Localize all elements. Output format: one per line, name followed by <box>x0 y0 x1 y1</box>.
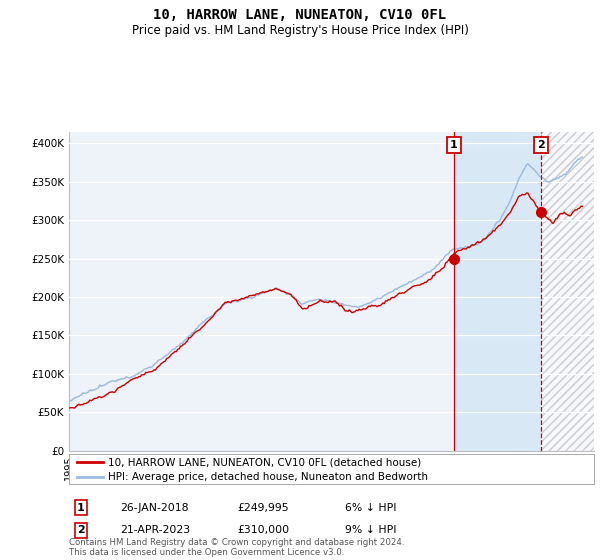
Text: 2: 2 <box>77 525 85 535</box>
Text: 26-JAN-2018: 26-JAN-2018 <box>120 503 188 513</box>
Text: 10, HARROW LANE, NUNEATON, CV10 0FL (detached house): 10, HARROW LANE, NUNEATON, CV10 0FL (det… <box>109 457 422 467</box>
Text: £310,000: £310,000 <box>237 525 289 535</box>
Text: Price paid vs. HM Land Registry's House Price Index (HPI): Price paid vs. HM Land Registry's House … <box>131 24 469 36</box>
Text: 6% ↓ HPI: 6% ↓ HPI <box>345 503 397 513</box>
Text: 10, HARROW LANE, NUNEATON, CV10 0FL: 10, HARROW LANE, NUNEATON, CV10 0FL <box>154 8 446 22</box>
Text: £249,995: £249,995 <box>237 503 289 513</box>
Bar <box>541 132 594 451</box>
Text: 2: 2 <box>537 139 545 150</box>
Bar <box>541 132 594 451</box>
Bar <box>454 132 541 451</box>
Text: Contains HM Land Registry data © Crown copyright and database right 2024.
This d: Contains HM Land Registry data © Crown c… <box>69 538 404 557</box>
Text: HPI: Average price, detached house, Nuneaton and Bedworth: HPI: Average price, detached house, Nune… <box>109 472 428 482</box>
Text: 9% ↓ HPI: 9% ↓ HPI <box>345 525 397 535</box>
Text: 21-APR-2023: 21-APR-2023 <box>120 525 190 535</box>
Text: 1: 1 <box>450 139 458 150</box>
Text: 1: 1 <box>77 503 85 513</box>
